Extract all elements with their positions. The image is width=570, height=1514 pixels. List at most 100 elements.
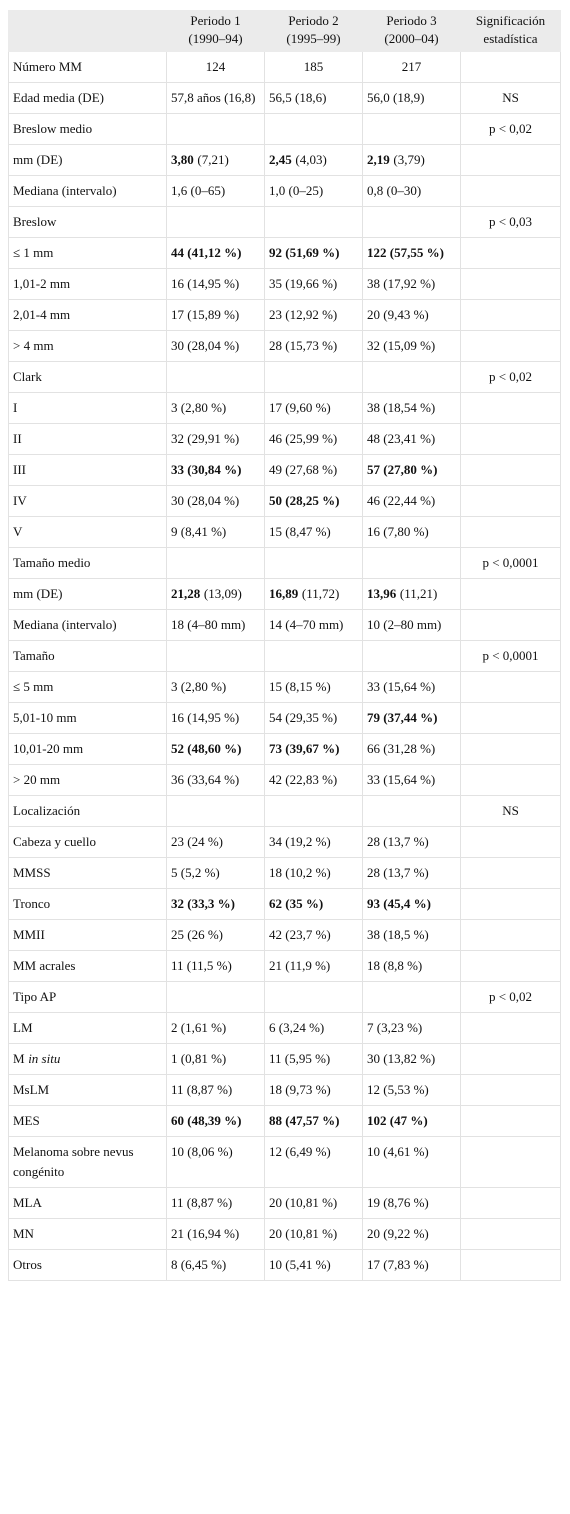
data-cell: 44 (41,12 %) — [166, 237, 265, 269]
data-cell: 19 (8,76 %) — [362, 1187, 461, 1219]
data-cell — [362, 547, 461, 579]
row-label: > 4 mm — [8, 330, 167, 362]
bold-text: 102 (47 %) — [367, 1113, 428, 1128]
bold-text: 3,80 — [171, 152, 194, 167]
data-cell: 42 (22,83 %) — [264, 764, 363, 796]
data-cell: 57,8 años (16,8) — [166, 82, 265, 114]
data-cell: 73 (39,67 %) — [264, 733, 363, 765]
data-cell: 33 (15,64 %) — [362, 764, 461, 796]
table-row: III 33 (30,84 %) 49 (27,68 %) 57 (27,80 %) — [8, 454, 561, 486]
table-row: > 4 mm 30 (28,04 %) 28 (15,73 %) 32 (15,09 … — [8, 330, 561, 362]
data-cell: 11 (5,95 %) — [264, 1043, 363, 1075]
data-cell: 9 (8,41 %) — [166, 516, 265, 548]
data-cell — [264, 113, 363, 145]
significance-cell: p < 0,02 — [460, 981, 561, 1013]
row-label: Número MM — [8, 51, 167, 83]
table-row: 2,01-4 mm 17 (15,89 %) 23 (12,92 %) 20 (9,4… — [8, 299, 561, 331]
row-label: Localización — [8, 795, 167, 827]
table-row: Mediana (intervalo) 1,6 (0–65) 1,0 (0–25) 0… — [8, 175, 561, 207]
data-cell: 11 (11,5 %) — [166, 950, 265, 982]
cell-text: (7,21) — [197, 152, 229, 167]
bold-text: 52 (48,60 %) — [171, 741, 242, 756]
data-cell: 18 (4–80 mm) — [166, 609, 265, 641]
data-cell: 21 (16,94 %) — [166, 1218, 265, 1250]
table-row: Tipo AP p < 0,02 — [8, 981, 561, 1013]
bold-text: 122 (57,55 %) — [367, 245, 444, 260]
data-cell — [264, 206, 363, 238]
table-row: Tronco 32 (33,3 %) 62 (35 %) 93 (45,4 %) — [8, 888, 561, 920]
row-label: Melanoma sobre nevus congénito — [8, 1136, 167, 1188]
table-row: Edad media (DE) 57,8 años (16,8) 56,5 (18,… — [8, 82, 561, 114]
data-cell: 10 (8,06 %) — [166, 1136, 265, 1188]
row-label: Otros — [8, 1249, 167, 1281]
data-cell: 1,6 (0–65) — [166, 175, 265, 207]
data-cell: 34 (19,2 %) — [264, 826, 363, 858]
significance-cell — [460, 51, 561, 83]
data-cell: 3 (2,80 %) — [166, 392, 265, 424]
header-cell: Periodo 2 (1995–99) — [264, 10, 363, 52]
significance-cell — [460, 1136, 561, 1188]
row-label: Edad media (DE) — [8, 82, 167, 114]
table-row: 10,01-20 mm 52 (48,60 %) 73 (39,67 %) 66 (3… — [8, 733, 561, 765]
data-cell — [362, 361, 461, 393]
row-label: MES — [8, 1105, 167, 1137]
row-label: mm (DE) — [8, 578, 167, 610]
significance-cell: NS — [460, 795, 561, 827]
row-label: MN — [8, 1218, 167, 1250]
data-cell: 17 (7,83 %) — [362, 1249, 461, 1281]
data-cell: 38 (17,92 %) — [362, 268, 461, 300]
significance-cell: p < 0,02 — [460, 113, 561, 145]
cell-text: (11,21) — [399, 586, 438, 601]
row-label: Tipo AP — [8, 981, 167, 1013]
bold-text: 13,96 — [367, 586, 397, 601]
data-cell — [264, 547, 363, 579]
data-cell — [362, 206, 461, 238]
significance-cell — [460, 516, 561, 548]
data-cell: 30 (13,82 %) — [362, 1043, 461, 1075]
data-cell: 46 (22,44 %) — [362, 485, 461, 517]
bold-text: 21,28 — [171, 586, 201, 601]
significance-cell — [460, 268, 561, 300]
data-cell: 38 (18,5 %) — [362, 919, 461, 951]
significance-cell — [460, 299, 561, 331]
data-cell: 10 (2–80 mm) — [362, 609, 461, 641]
data-cell: 16 (14,95 %) — [166, 268, 265, 300]
bold-text: 88 (47,57 %) — [269, 1113, 340, 1128]
data-cell — [166, 640, 265, 672]
data-cell — [166, 113, 265, 145]
significance-cell — [460, 1043, 561, 1075]
data-cell: 17 (15,89 %) — [166, 299, 265, 331]
data-cell: 122 (57,55 %) — [362, 237, 461, 269]
table-row: Tamaño p < 0,0001 — [8, 640, 561, 672]
data-cell: 49 (27,68 %) — [264, 454, 363, 486]
data-cell: 185 — [264, 51, 363, 83]
significance-cell: p < 0,02 — [460, 361, 561, 393]
significance-cell — [460, 485, 561, 517]
row-label: V — [8, 516, 167, 548]
significance-cell — [460, 423, 561, 455]
row-label: MMII — [8, 919, 167, 951]
table-row: mm (DE) 3,80 (7,21) 2,45 (4,03) 2,19 (3,79) — [8, 144, 561, 176]
row-label: mm (DE) — [8, 144, 167, 176]
significance-cell: p < 0,0001 — [460, 640, 561, 672]
data-cell: 20 (9,22 %) — [362, 1218, 461, 1250]
data-cell: 38 (18,54 %) — [362, 392, 461, 424]
data-cell: 1 (0,81 %) — [166, 1043, 265, 1075]
data-cell — [264, 640, 363, 672]
row-label: Tronco — [8, 888, 167, 920]
data-cell: 11 (8,87 %) — [166, 1074, 265, 1106]
data-cell — [166, 547, 265, 579]
data-cell: 7 (3,23 %) — [362, 1012, 461, 1044]
table-row: 1,01-2 mm 16 (14,95 %) 35 (19,66 %) 38 (17,… — [8, 268, 561, 300]
row-label: MMSS — [8, 857, 167, 889]
data-cell: 28 (13,7 %) — [362, 857, 461, 889]
data-cell — [166, 361, 265, 393]
data-cell: 62 (35 %) — [264, 888, 363, 920]
row-label: I — [8, 392, 167, 424]
table-row: Otros 8 (6,45 %) 10 (5,41 %) 17 (7,83 %) — [8, 1249, 561, 1281]
data-cell: 30 (28,04 %) — [166, 330, 265, 362]
data-cell: 60 (48,39 %) — [166, 1105, 265, 1137]
data-cell: 30 (28,04 %) — [166, 485, 265, 517]
significance-cell — [460, 1105, 561, 1137]
data-cell: 6 (3,24 %) — [264, 1012, 363, 1044]
